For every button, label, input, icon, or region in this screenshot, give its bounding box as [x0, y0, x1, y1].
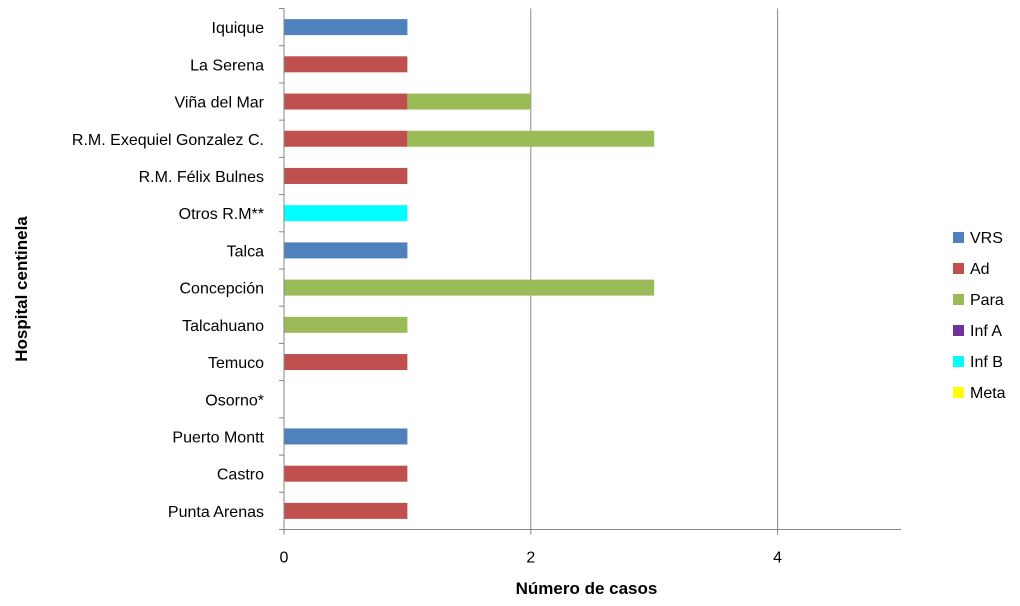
bar-para: [407, 130, 655, 147]
x-tick-label: 0: [280, 550, 289, 567]
legend-swatch: [953, 387, 964, 398]
category-label: Temuco: [208, 355, 264, 372]
gridlines: [530, 8, 779, 530]
bar-vrs: [284, 19, 408, 36]
category-label: Viña del Mar: [174, 95, 264, 112]
legend-swatch: [953, 263, 964, 274]
category-label: R.M. Exequiel Gonzalez C.: [72, 132, 264, 149]
bar-para: [407, 93, 531, 110]
category-label: Concepción: [180, 281, 265, 298]
bar-vrs: [284, 428, 408, 445]
bar-ad: [284, 502, 408, 519]
category-label: Puerto Montt: [172, 429, 264, 446]
legend: VRS Ad Para Inf A Inf B Meta: [953, 230, 1006, 402]
category-label: R.M. Félix Bulnes: [139, 169, 264, 186]
category-label: Punta Arenas: [168, 504, 264, 521]
x-tick-label: 2: [526, 550, 535, 567]
category-label: Otros R.M**: [179, 206, 264, 223]
bar-ad: [284, 93, 408, 110]
category-label: Talcahuano: [182, 318, 264, 335]
category-label: Talca: [227, 243, 264, 260]
legend-swatch: [953, 325, 964, 336]
legend-swatch: [953, 356, 964, 367]
category-label: Castro: [217, 467, 264, 484]
bar-para: [284, 279, 655, 296]
x-axis-title: Número de casos: [516, 579, 658, 598]
tick-labels: 0 2 4: [280, 550, 783, 567]
bar-ad: [284, 465, 408, 482]
bars: [284, 19, 655, 519]
legend-label: Para: [970, 292, 1004, 309]
y-axis-title: Hospital centinela: [12, 216, 31, 362]
x-tick-label: 4: [773, 550, 782, 567]
category-labels: Iquique La Serena Viña del Mar R.M. Exequie…: [72, 20, 265, 521]
category-label: Iquique: [212, 20, 265, 37]
legend-swatch: [953, 294, 964, 305]
legend-label: Inf B: [970, 354, 1003, 371]
legend-label: VRS: [970, 230, 1003, 247]
bar-inf-b: [284, 205, 408, 222]
bar-ad: [284, 354, 408, 371]
bar-para: [284, 316, 408, 333]
category-label: La Serena: [190, 57, 264, 74]
bar-ad: [284, 130, 408, 147]
legend-label: Inf A: [970, 323, 1002, 340]
bar-vrs: [284, 242, 408, 259]
axes: [279, 8, 901, 535]
legend-label: Ad: [970, 261, 990, 278]
legend-label: Meta: [970, 385, 1006, 402]
category-label: Osorno*: [205, 392, 264, 409]
bar-ad: [284, 167, 408, 184]
bar-ad: [284, 56, 408, 73]
legend-swatch: [953, 232, 964, 243]
